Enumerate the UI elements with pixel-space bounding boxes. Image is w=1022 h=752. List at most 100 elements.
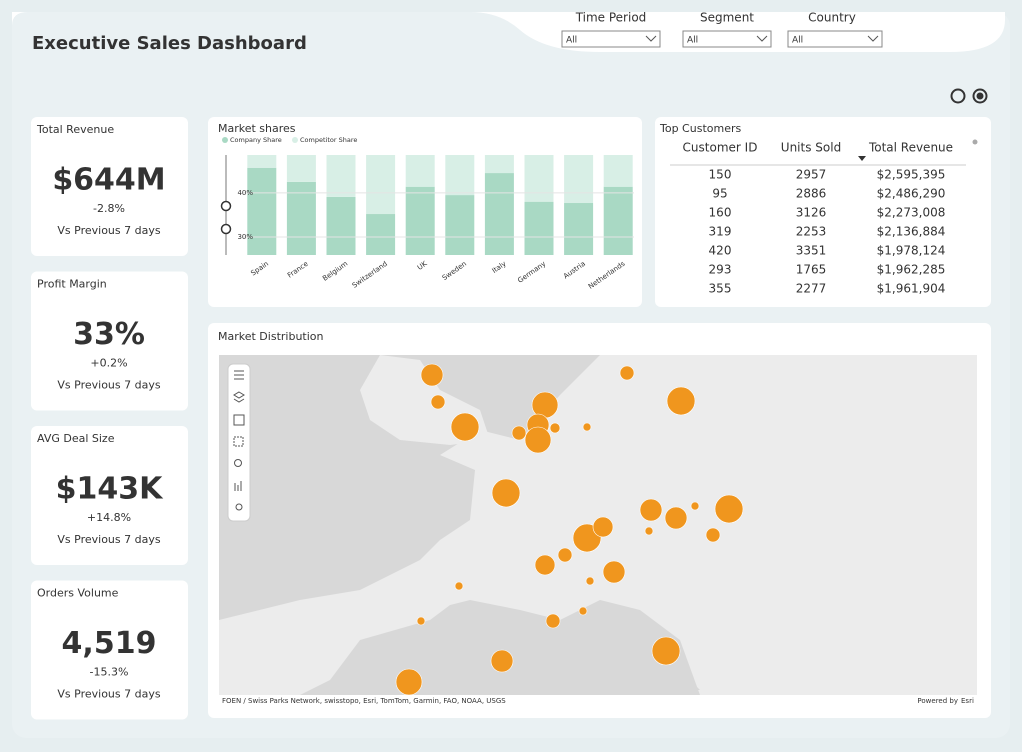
- bar-segment: [524, 201, 554, 255]
- chart-title: Market shares: [218, 122, 296, 135]
- map-bubble: [592, 516, 614, 538]
- kpi-change: +0.2%: [90, 357, 127, 370]
- table-cell: 160: [709, 206, 732, 220]
- map-bubble: [705, 527, 721, 543]
- page-nav[interactable]: [972, 88, 988, 104]
- person-icon[interactable]: [235, 503, 243, 511]
- bar-segment: [484, 155, 514, 174]
- map-bubble: [534, 554, 556, 576]
- chart-icon[interactable]: [234, 481, 242, 491]
- map-toolbar: [227, 363, 251, 522]
- powered-by: Powered by: [917, 697, 958, 705]
- table-cell: 355: [709, 282, 732, 296]
- column-header: Units Sold: [781, 141, 841, 155]
- table-cell: $1,978,124: [877, 244, 946, 258]
- attribution: FOEN / Swiss Parks Network, swisstopo, E…: [222, 697, 506, 705]
- kpi-title: Total Revenue: [36, 123, 114, 136]
- kpi-compare: Vs Previous 7 days: [57, 533, 160, 546]
- bar-segment: [366, 214, 396, 255]
- grid-icon[interactable]: [233, 414, 245, 426]
- slider-handle[interactable]: [220, 223, 232, 235]
- bar-segment: [484, 173, 514, 255]
- table-cell: $2,595,395: [877, 168, 946, 182]
- kpi-title: Profit Margin: [37, 278, 107, 291]
- map-bubble: [454, 581, 464, 591]
- column-header: Customer ID: [683, 141, 758, 155]
- kpi-card: [31, 580, 188, 720]
- map-bubble: [714, 494, 744, 524]
- table-title: Top Customers: [659, 122, 741, 135]
- map-bubble: [644, 526, 654, 536]
- map-bubble: [639, 498, 663, 522]
- kpi-title: Orders Volume: [37, 587, 119, 600]
- kpi-compare: Vs Previous 7 days: [57, 688, 160, 701]
- map-bubble: [395, 668, 423, 696]
- map: FOEN / Swiss Parks Network, swisstopo, E…: [219, 355, 977, 707]
- caret: [867, 35, 879, 42]
- map-bubble: [491, 478, 521, 508]
- table-cell: 95: [712, 187, 727, 201]
- table-cell: $2,486,290: [877, 187, 946, 201]
- table-cell: $2,273,008: [877, 206, 946, 220]
- bar-segment: [247, 155, 277, 168]
- table-cell: 319: [709, 225, 732, 239]
- bar-segment: [405, 155, 435, 187]
- table-cell: 150: [709, 168, 732, 182]
- bar-segment: [366, 155, 396, 215]
- bar-segment: [326, 155, 356, 197]
- kpi-title: AVG Deal Size: [37, 432, 115, 445]
- map-bubble: [420, 363, 444, 387]
- legend-swatch: [292, 137, 298, 143]
- map-bubble: [545, 613, 561, 629]
- kpi-value: 4,519: [62, 626, 157, 661]
- map-bubble: [602, 560, 626, 584]
- map-bubble: [450, 412, 480, 442]
- table-cell: $1,961,904: [877, 282, 946, 296]
- y-tick-label: 40%: [237, 189, 253, 197]
- legend-swatch: [222, 137, 228, 143]
- table-cell: 420: [709, 244, 732, 258]
- map-bubble: [549, 422, 561, 434]
- layers-icon[interactable]: [233, 391, 245, 403]
- kpi-value: 33%: [73, 317, 145, 352]
- map-bubble: [619, 365, 635, 381]
- kpi-value: $143K: [56, 472, 164, 507]
- column-header: Total Revenue: [868, 141, 953, 155]
- map-bubble: [557, 547, 573, 563]
- legend-label: Competitor Share: [300, 136, 357, 144]
- kpi-compare: Vs Previous 7 days: [57, 379, 160, 392]
- filter-label: Segment: [700, 11, 754, 25]
- bar-segment: [445, 195, 475, 255]
- map-bubble: [430, 394, 446, 410]
- caret: [756, 35, 768, 42]
- page-nav[interactable]: [950, 88, 966, 104]
- kpi-change: +14.8%: [87, 511, 131, 524]
- filter-value: All: [687, 36, 698, 46]
- select-icon[interactable]: [233, 436, 244, 447]
- dropdown[interactable]: [682, 30, 772, 48]
- table-cell: $1,962,285: [877, 263, 946, 277]
- kpi-card: [31, 426, 188, 565]
- kpi-change: -15.3%: [90, 666, 129, 679]
- bar-segment: [564, 155, 594, 204]
- dropdown[interactable]: [787, 30, 883, 48]
- map-bubble: [585, 576, 595, 586]
- dropdown[interactable]: [561, 30, 661, 48]
- bar-segment: [603, 186, 633, 255]
- table-cell: $2,136,884: [877, 225, 946, 239]
- zoom-icon[interactable]: [234, 459, 242, 467]
- table-cell: 3351: [796, 244, 827, 258]
- map-bubble: [666, 386, 696, 416]
- filter-label: Time Period: [575, 11, 647, 25]
- y-tick-label: 30%: [237, 233, 253, 241]
- table-cell: 3126: [796, 206, 827, 220]
- slider-handle[interactable]: [220, 200, 232, 212]
- map-bubble: [690, 501, 700, 511]
- kpi-compare: Vs Previous 7 days: [57, 224, 160, 237]
- menu-icon[interactable]: [234, 370, 244, 380]
- filter-label: Country: [808, 11, 856, 25]
- table-cell: 293: [709, 263, 732, 277]
- provider-link[interactable]: Esri: [961, 697, 974, 705]
- map-bubble: [524, 426, 552, 454]
- sort-arrow: [858, 156, 866, 161]
